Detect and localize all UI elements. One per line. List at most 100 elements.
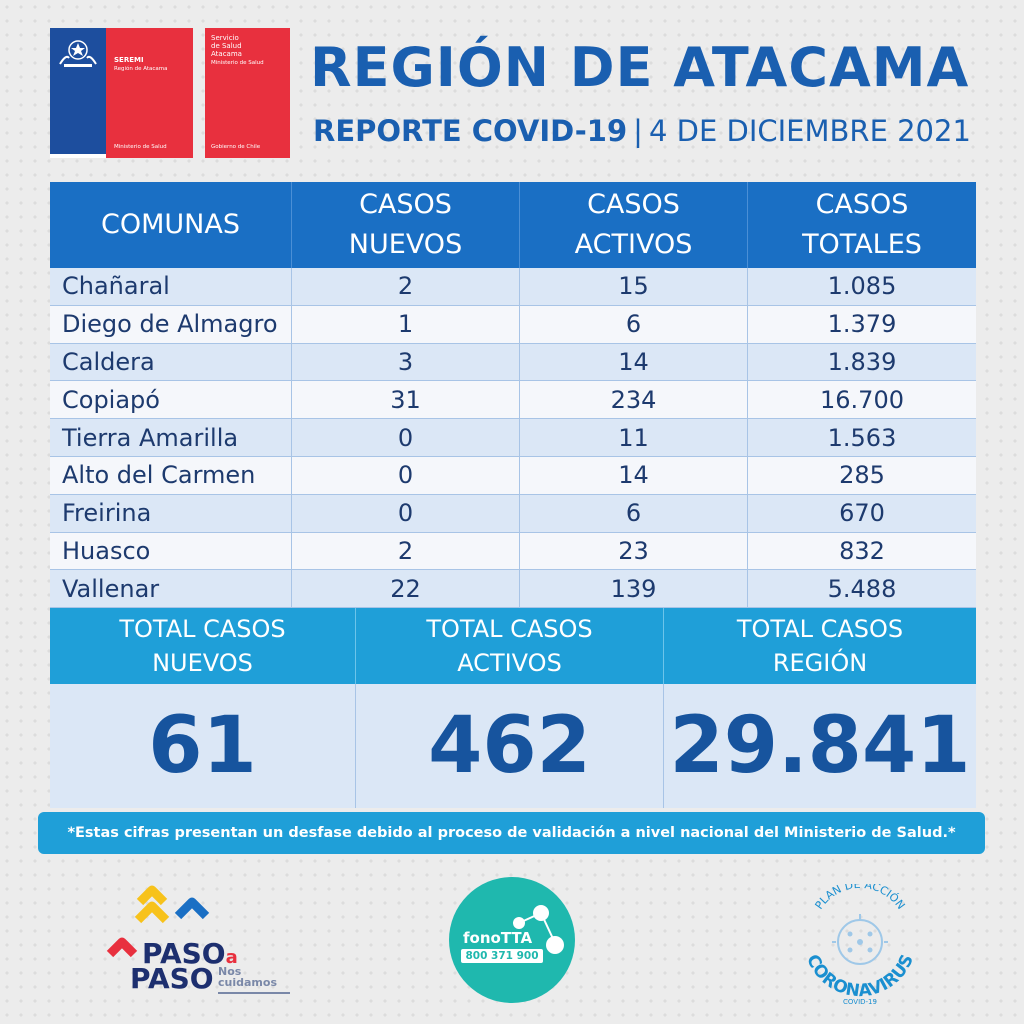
totals-header: TOTAL CASOS NUEVOS TOTAL CASOS ACTIVOS TOT… bbox=[50, 608, 976, 684]
cell-nuevos: 0 bbox=[292, 494, 520, 532]
cell-nuevos: 2 bbox=[292, 532, 520, 570]
seremi-region: Región de Atacama bbox=[114, 66, 168, 72]
header-activos: CASOS ACTIVOS bbox=[520, 182, 748, 268]
cell-activos: 23 bbox=[520, 532, 748, 570]
total-activos-label-line2: ACTIVOS bbox=[457, 649, 562, 677]
total-region-label-line1: TOTAL CASOS bbox=[736, 615, 904, 643]
total-region-label-line2: REGIÓN bbox=[772, 649, 868, 677]
servicio-line1: Servicio bbox=[211, 34, 239, 42]
cell-nuevos: 22 bbox=[292, 570, 520, 608]
seremi-logo-blue-panel bbox=[50, 28, 106, 158]
cell-activos: 14 bbox=[520, 456, 748, 494]
cell-comuna: Tierra Amarilla bbox=[50, 419, 292, 456]
cell-activos: 234 bbox=[520, 381, 748, 419]
fono-tta-logo: fonoTTA 800 371 900 bbox=[449, 877, 575, 1003]
total-region-label: TOTAL CASOS REGIÓN bbox=[664, 608, 976, 684]
cell-comuna: Caldera bbox=[50, 343, 292, 381]
total-activos-label: TOTAL CASOS ACTIVOS bbox=[356, 608, 664, 684]
fono-name: fonoTTA bbox=[463, 929, 533, 947]
cell-comuna: Copiapó bbox=[50, 381, 292, 419]
report-date: 4 DE DICIEMBRE 2021 bbox=[648, 114, 971, 148]
cell-comuna: Diego de Almagro bbox=[50, 305, 292, 343]
table-row: Huasco 2 23 832 bbox=[50, 532, 976, 571]
cell-totales: 285 bbox=[839, 461, 885, 490]
header-totales: CASOS TOTALES bbox=[748, 182, 976, 268]
seremi-ministry: Ministerio de Salud bbox=[114, 144, 167, 150]
paso-nos: Nos bbox=[218, 965, 242, 978]
report-subtitle: REPORTE COVID-19 | 4 DE DICIEMBRE 2021 bbox=[313, 114, 971, 148]
seremi-logo: SEREMI Región de Atacama Ministerio de S… bbox=[50, 28, 193, 158]
chile-coat-of-arms-icon bbox=[59, 40, 97, 67]
cell-nuevos: 1 bbox=[292, 305, 520, 343]
cell-comuna: Freirina bbox=[50, 494, 292, 532]
cell-nuevos: 0 bbox=[292, 456, 520, 494]
plan-main-text: CORONAVIRUS bbox=[802, 952, 918, 1002]
header-activos-label: CASOS ACTIVOS bbox=[574, 189, 693, 260]
cell-activos: 11 bbox=[520, 419, 748, 456]
total-nuevos-label-line2: NUEVOS bbox=[152, 649, 253, 677]
total-nuevos-label-line1: TOTAL CASOS bbox=[119, 615, 286, 643]
table-row: Vallenar 22 139 5.488 bbox=[50, 570, 976, 609]
plan-top-text: PLAN DE ACCIÓN bbox=[812, 884, 907, 912]
header-nuevos: CASOS NUEVOS bbox=[292, 182, 520, 268]
seremi-logo-stripe bbox=[50, 154, 106, 158]
plan-coronavirus-logo: PLAN DE ACCIÓN CORONAVIRUS COVID-19 bbox=[802, 884, 918, 1006]
seremi-title: SEREMI bbox=[114, 56, 144, 64]
paso-word1: PASO bbox=[142, 937, 226, 970]
servicio-ministry: Ministerio de Salud bbox=[211, 60, 264, 66]
total-nuevos-label: TOTAL CASOS NUEVOS bbox=[50, 608, 356, 684]
cell-totales: 670 bbox=[839, 499, 885, 528]
table-row: Caldera 3 14 1.839 bbox=[50, 343, 976, 382]
table-header: COMUNAS CASOS NUEVOS CASOS ACTIVOS CASOS… bbox=[50, 182, 976, 268]
table-row: Tierra Amarilla 0 11 1.563 bbox=[50, 419, 976, 457]
cell-comuna: Huasco bbox=[50, 532, 292, 570]
cell-totales: 5.488 bbox=[827, 574, 897, 603]
fono-network-icon bbox=[513, 905, 564, 954]
cell-totales: 1.379 bbox=[827, 310, 897, 339]
subtitle-separator: | bbox=[633, 114, 643, 148]
virus-icon bbox=[832, 914, 888, 965]
cell-totales: 1.563 bbox=[827, 423, 897, 452]
totals-values: 61 462 29.841 bbox=[50, 684, 976, 808]
report-label: REPORTE COVID-19 bbox=[313, 114, 628, 148]
cell-activos: 6 bbox=[520, 305, 748, 343]
header-totales-label: CASOS TOTALES bbox=[802, 189, 922, 260]
cell-totales: 1.839 bbox=[827, 347, 897, 376]
cell-totales: 1.085 bbox=[827, 272, 897, 301]
servicio-gov: Gobierno de Chile bbox=[211, 144, 261, 150]
cell-activos: 15 bbox=[520, 268, 748, 305]
page-title: REGIÓN DE ATACAMA bbox=[310, 36, 970, 99]
cell-nuevos: 31 bbox=[292, 381, 520, 419]
paso-chevrons-icon bbox=[106, 885, 210, 958]
cell-activos: 6 bbox=[520, 494, 748, 532]
paso-nos-cuidamos: Nos cuidamos bbox=[218, 966, 277, 988]
disclaimer-note: *Estas cifras presentan un desfase debid… bbox=[38, 812, 985, 854]
cell-comuna: Chañaral bbox=[50, 268, 292, 305]
table-row: Chañaral 2 15 1.085 bbox=[50, 268, 976, 306]
table-row: Copiapó 31 234 16.700 bbox=[50, 381, 976, 420]
servicio-line2: de Salud bbox=[211, 42, 242, 50]
cell-nuevos: 3 bbox=[292, 343, 520, 381]
table-body: Chañaral 2 15 1.085 Diego de Almagro 1 6… bbox=[50, 268, 976, 609]
table-row: Freirina 0 6 670 bbox=[50, 494, 976, 533]
cell-activos: 14 bbox=[520, 343, 748, 381]
table-row: Diego de Almagro 1 6 1.379 bbox=[50, 305, 976, 344]
servicio-line3: Atacama bbox=[211, 50, 242, 58]
cell-nuevos: 2 bbox=[292, 268, 520, 305]
paso-line1: PASOa bbox=[142, 937, 238, 970]
paso-line2: PASO bbox=[130, 962, 214, 995]
cases-table: COMUNAS CASOS NUEVOS CASOS ACTIVOS CASOS… bbox=[50, 182, 976, 609]
cell-nuevos: 0 bbox=[292, 419, 520, 456]
paso-a: a bbox=[225, 947, 238, 968]
total-activos-label-line1: TOTAL CASOS bbox=[426, 615, 593, 643]
paso-a-paso-logo: PASOa PASO Nos cuidamos bbox=[100, 880, 300, 1000]
plan-sub-text: COVID-19 bbox=[843, 998, 877, 1006]
total-activos-value: 462 bbox=[356, 684, 664, 808]
cell-totales: 832 bbox=[839, 536, 885, 565]
paso-cuidamos: cuidamos bbox=[218, 976, 277, 989]
cell-comuna: Alto del Carmen bbox=[50, 456, 292, 494]
cell-totales: 16.700 bbox=[820, 385, 904, 414]
header-comunas: COMUNAS bbox=[50, 182, 292, 268]
total-region-value: 29.841 bbox=[669, 701, 971, 791]
total-nuevos-value: 61 bbox=[50, 684, 356, 808]
